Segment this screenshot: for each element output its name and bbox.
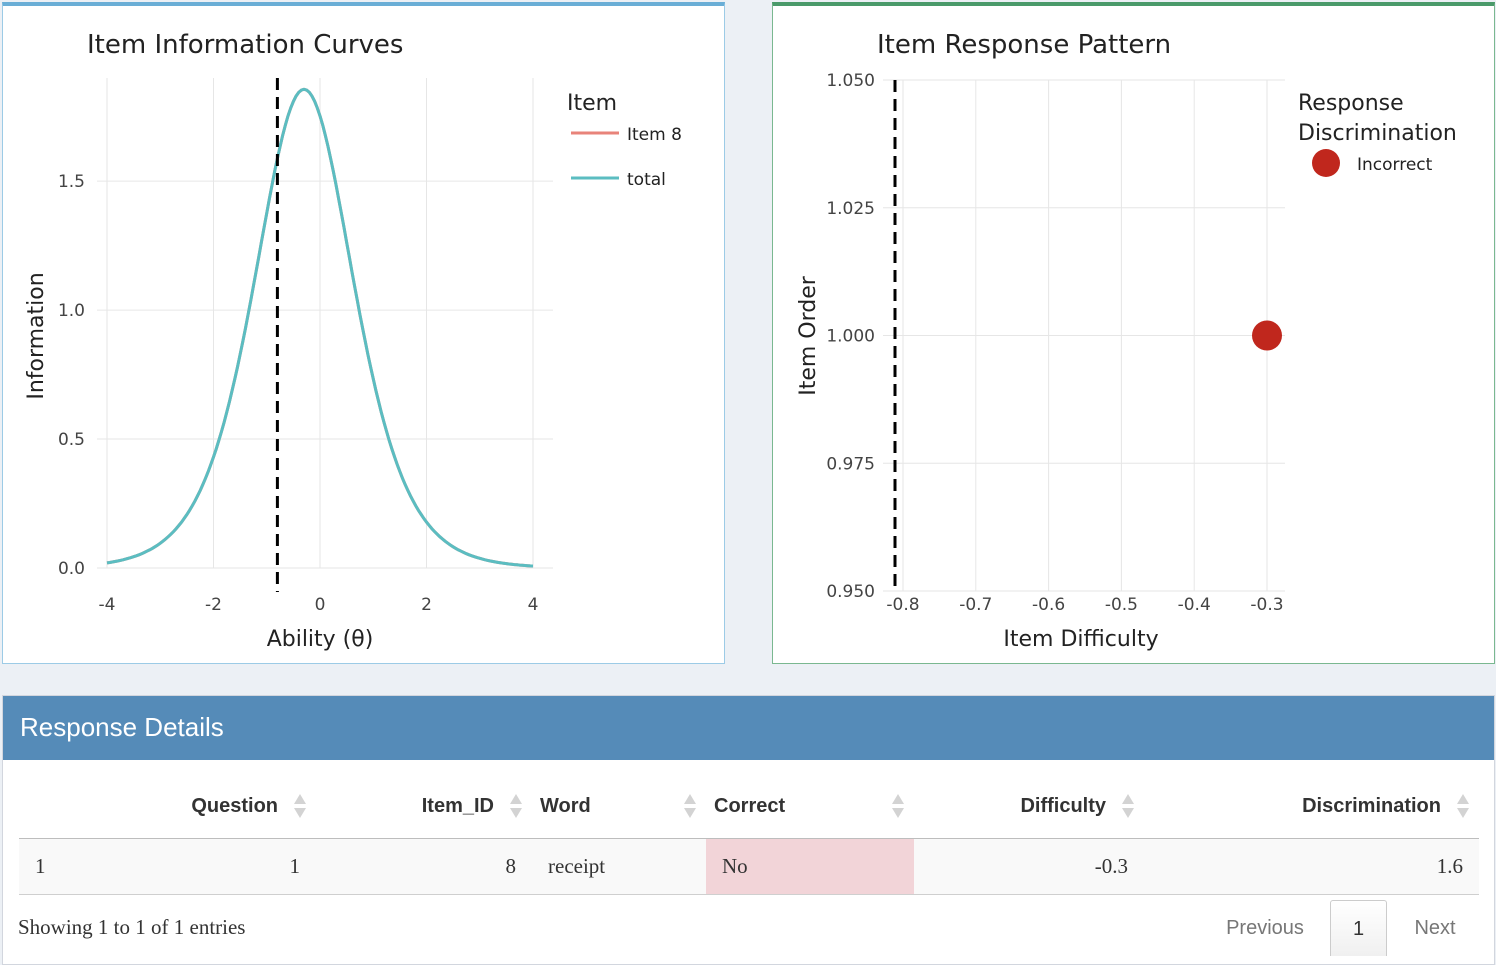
legend-title-response: Response bbox=[1298, 91, 1404, 116]
sort-icon bbox=[510, 794, 522, 820]
y-axis-title: Information bbox=[24, 272, 49, 399]
data-point-incorrect bbox=[1252, 320, 1282, 351]
column-header-item-id[interactable]: Item_ID bbox=[316, 776, 532, 839]
legend-label-incorrect: Incorrect bbox=[1357, 155, 1433, 175]
legend-title-discrimination: Discrimination bbox=[1298, 121, 1457, 146]
x-tick-label: -4 bbox=[99, 595, 116, 615]
x-tick-label: -0.7 bbox=[959, 595, 992, 615]
legend-title: Item bbox=[567, 91, 617, 116]
info-curves-panel: Item Information Curves 0.0 0.5 1.0 1.5 -4 -… bbox=[2, 2, 725, 664]
y-tick-label: 1.5 bbox=[58, 172, 85, 192]
y-tick-label: 0.0 bbox=[58, 559, 85, 579]
x-tick-label: -0.4 bbox=[1178, 595, 1211, 615]
table-header-row: Question Item_ID Word Correct Difficulty… bbox=[19, 776, 1479, 839]
response-table: Question Item_ID Word Correct Difficulty… bbox=[19, 776, 1479, 895]
x-tick-label: -2 bbox=[205, 595, 222, 615]
x-axis-title: Ability (θ) bbox=[267, 627, 374, 652]
column-header-word[interactable]: Word bbox=[532, 776, 706, 839]
chart-title: Item Information Curves bbox=[87, 30, 403, 60]
column-header-question[interactable]: Question bbox=[124, 776, 316, 839]
x-tick-label: 2 bbox=[421, 595, 432, 615]
sort-icon bbox=[1457, 794, 1469, 820]
legend: Item Item 8 total bbox=[567, 91, 682, 190]
chart-title: Item Response Pattern bbox=[877, 30, 1171, 60]
y-tick-label: 1.050 bbox=[826, 71, 875, 91]
x-tick-label: -0.3 bbox=[1250, 595, 1283, 615]
response-pattern-chart: Item Response Pattern 0.950 0.975 1.000 1.0… bbox=[796, 30, 1457, 652]
column-header-discrimination[interactable]: Discrimination bbox=[1144, 776, 1479, 839]
y-tick-label: 1.0 bbox=[58, 301, 85, 321]
y-tick-label: 1.000 bbox=[826, 327, 875, 347]
response-details-header: Response Details bbox=[3, 696, 1494, 760]
cell-index: 1 bbox=[19, 838, 124, 895]
x-tick-label: 4 bbox=[528, 595, 539, 615]
column-header-index bbox=[19, 776, 124, 839]
x-axis-title: Item Difficulty bbox=[1003, 627, 1158, 652]
cell-difficulty: -0.3 bbox=[914, 838, 1144, 895]
cell-correct: No bbox=[706, 838, 914, 895]
sort-icon bbox=[684, 794, 696, 820]
x-tick-label: -0.8 bbox=[886, 595, 919, 615]
sort-icon bbox=[892, 794, 904, 820]
legend: Response Discrimination Incorrect bbox=[1298, 91, 1457, 177]
column-header-difficulty[interactable]: Difficulty bbox=[914, 776, 1144, 839]
series-total bbox=[106, 87, 534, 568]
cell-word: receipt bbox=[532, 838, 706, 895]
y-tick-label: 0.950 bbox=[826, 582, 875, 602]
legend-swatch-incorrect bbox=[1312, 149, 1340, 177]
sort-icon bbox=[1122, 794, 1134, 820]
response-details-box: Response Details Question Item_ID Word C… bbox=[2, 695, 1495, 965]
column-header-correct[interactable]: Correct bbox=[706, 776, 914, 839]
legend-label-item-8: Item 8 bbox=[627, 125, 682, 145]
previous-page-button[interactable]: Previous bbox=[1226, 917, 1304, 939]
cell-question: 1 bbox=[124, 838, 316, 895]
table-info: Showing 1 to 1 of 1 entries bbox=[18, 915, 246, 939]
sort-icon bbox=[294, 794, 306, 820]
response-pattern-panel: Item Response Pattern 0.950 0.975 1.000 1.0… bbox=[772, 2, 1495, 664]
x-tick-label: -0.6 bbox=[1032, 595, 1065, 615]
x-tick-label: -0.5 bbox=[1105, 595, 1138, 615]
info-curves-chart: Item Information Curves 0.0 0.5 1.0 1.5 -4 -… bbox=[24, 30, 682, 652]
y-axis-title: Item Order bbox=[796, 275, 821, 396]
legend-label-total: total bbox=[627, 170, 666, 190]
y-tick-label: 0.5 bbox=[58, 430, 85, 450]
x-tick-label: 0 bbox=[315, 595, 326, 615]
cell-discrimination: 1.6 bbox=[1144, 838, 1479, 895]
y-tick-label: 0.975 bbox=[826, 454, 875, 474]
page-1-button[interactable]: 1 bbox=[1330, 900, 1387, 956]
next-page-button[interactable]: Next bbox=[1414, 917, 1456, 939]
cell-item-id: 8 bbox=[316, 838, 532, 895]
table-row: 1 1 8 receipt No -0.3 1.6 bbox=[19, 838, 1479, 895]
y-tick-label: 1.025 bbox=[826, 199, 875, 219]
